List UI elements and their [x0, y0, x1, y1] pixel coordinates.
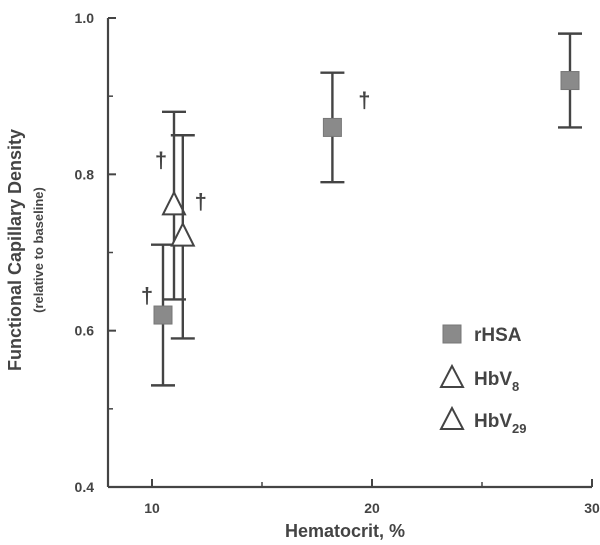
- data-marks: † † † †: [141, 32, 582, 387]
- data-point-rHSA: [322, 117, 342, 137]
- y-tick-label: 0.8: [75, 166, 95, 182]
- significance-dagger: †: [155, 148, 167, 173]
- significance-dagger: †: [195, 189, 207, 214]
- ticks: 0.4 0.6 0.8 1.0 10 20 30: [75, 10, 600, 516]
- data-point-rHSA: [560, 71, 580, 91]
- data-point-HbV29: [170, 221, 196, 247]
- legend-label-HbV8: HbV8: [474, 369, 519, 394]
- y-axis-sublabel: (relative to baseline): [31, 187, 46, 313]
- y-tick-label: 0.6: [75, 323, 95, 339]
- legend-swatch-rHSA: [442, 324, 462, 344]
- legend-swatch-HbV8: [439, 363, 465, 388]
- legend-subscript: 29: [512, 421, 526, 436]
- significance-dagger: †: [141, 283, 153, 308]
- y-axis-label: Functional Capillary Density: [5, 129, 25, 371]
- axes: [106, 18, 592, 489]
- x-tick-label: 10: [144, 500, 160, 516]
- legend-subscript: 8: [512, 379, 519, 394]
- significance-dagger: †: [358, 87, 370, 112]
- legend-swatch-HbV29: [439, 405, 465, 430]
- legend-label-rHSA: rHSA: [474, 325, 522, 346]
- y-tick-label: 0.4: [75, 479, 95, 495]
- legend-label-HbV29: HbV29: [474, 411, 526, 436]
- data-point-rHSA: [153, 305, 173, 325]
- x-tick-label: 20: [364, 500, 380, 516]
- x-axis-label: Hematocrit, %: [285, 521, 405, 541]
- legend: rHSA HbV8 HbV29: [439, 324, 526, 436]
- data-point-HbV8: [161, 190, 187, 216]
- y-tick-label: 1.0: [75, 10, 95, 26]
- x-tick-label: 30: [584, 500, 600, 516]
